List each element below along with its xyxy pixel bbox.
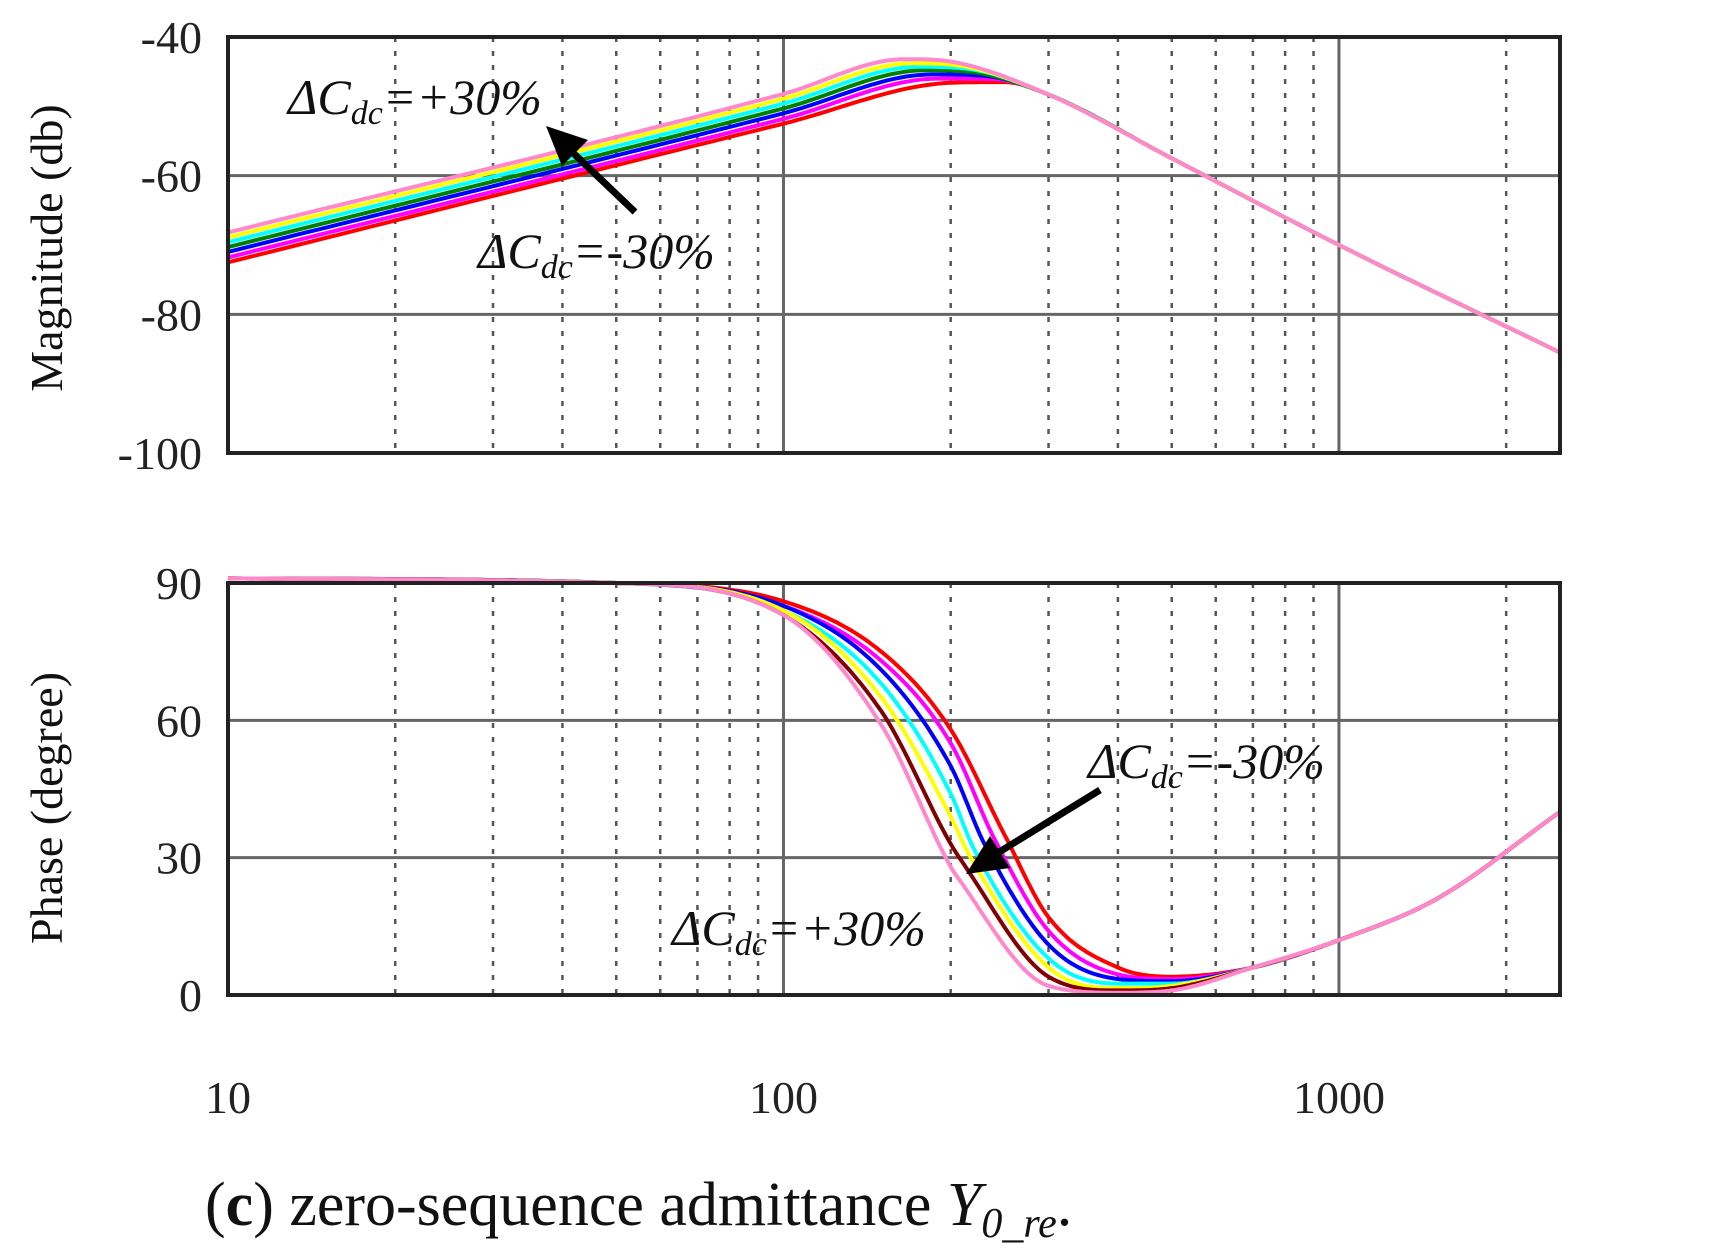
caption-middle: ) zero-sequence admittance	[253, 1171, 947, 1239]
phase-annotation-minus30-main: ΔC	[1086, 733, 1151, 789]
magnitude-y-axis-label: Magnitude (db)	[21, 104, 72, 391]
phase-annotation-plus30-sub: dc	[735, 926, 767, 963]
mag-annotation-minus30: ΔCdc=-30%	[476, 223, 715, 286]
x-tick-label: 1000	[1293, 1072, 1385, 1123]
phase-y-tick-label: 90	[156, 558, 202, 609]
caption-prefix: (	[205, 1171, 226, 1239]
phase-arrow	[966, 787, 1102, 874]
figure-caption: (c) zero-sequence admittance Y0_re.	[205, 1171, 1072, 1247]
magnitude-grid	[228, 37, 1560, 453]
phase-y-tick-label: 30	[156, 833, 202, 884]
x-axis-ticks: 10 100 1000	[205, 1072, 1385, 1123]
mag-annotation-minus30-sub: dc	[541, 249, 573, 286]
mag-y-tick-label: -100	[118, 428, 202, 479]
phase-annotation-plus30-tail: =+30%	[767, 900, 926, 956]
phase-y-tick-label: 60	[156, 695, 202, 746]
x-tick-label: 10	[205, 1072, 251, 1123]
phase-annotation-plus30-main: ΔC	[670, 900, 735, 956]
mag-annotation-plus30: ΔCdc=+30%	[286, 69, 542, 132]
mag-y-tick-label: -60	[141, 151, 202, 202]
x-tick-label: 100	[749, 1072, 818, 1123]
magnitude-series	[227, 57, 1561, 355]
magnitude-panel: -40-60-80-100 Magnitude (db) ΔCdc=+30% Δ…	[21, 12, 1562, 479]
mag-series-line	[227, 57, 1561, 355]
phase-series	[227, 576, 1562, 995]
mag-annotation-plus30-tail: =+30%	[383, 69, 542, 125]
phase-annotation-plus30: ΔCdc=+30%	[670, 900, 926, 963]
caption-subscript: 0_re	[981, 1201, 1056, 1247]
mag-arrow	[546, 126, 638, 215]
mag-y-tick-label: -40	[141, 12, 202, 63]
phase-grid	[228, 583, 1560, 995]
magnitude-y-ticks: -40 -60 -80 -100	[118, 12, 202, 479]
mag-y-tick-label: -80	[141, 289, 202, 340]
phase-annotation-minus30-tail: =-30%	[1183, 733, 1325, 789]
mag-annotation-minus30-tail: =-30%	[573, 223, 715, 279]
phase-annotation-minus30-sub: dc	[1151, 759, 1183, 796]
phase-y-tick-label: 0	[179, 970, 202, 1021]
caption-symbol: Y	[947, 1171, 987, 1239]
caption-letter: c	[226, 1171, 254, 1239]
mag-annotation-plus30-sub: dc	[351, 95, 383, 132]
phase-annotation-minus30: ΔCdc=-30%	[1086, 733, 1325, 796]
phase-y-ticks: 90 60 30 0	[156, 558, 202, 1021]
mag-annotation-plus30-main: ΔC	[286, 69, 351, 125]
magnitude-frame	[226, 35, 1562, 455]
phase-y-axis-label: Phase (degree)	[21, 672, 72, 944]
caption-suffix: .	[1057, 1171, 1073, 1239]
phase-series-line	[227, 576, 1562, 995]
mag-annotation-minus30-main: ΔC	[476, 223, 541, 279]
phase-frame	[226, 581, 1562, 997]
